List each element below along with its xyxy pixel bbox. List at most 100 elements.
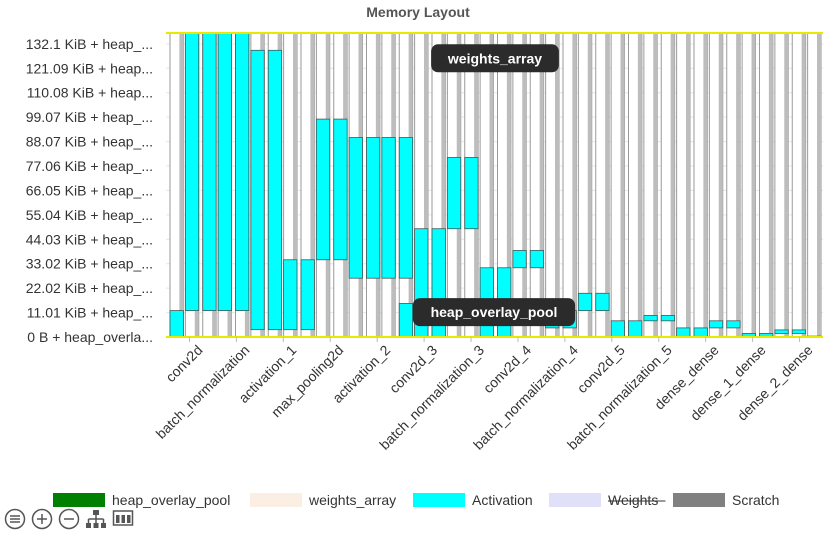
zoom-in-icon[interactable] xyxy=(31,508,53,530)
y-tick-label: 0 B + heap_overla... xyxy=(27,329,153,345)
legend-label: heap_overlay_pool xyxy=(112,492,230,508)
scratch-edge xyxy=(686,33,690,337)
activation-bar xyxy=(267,49,283,331)
activation-bar xyxy=(791,329,807,334)
legend-label: Scratch xyxy=(732,492,779,508)
activation-bar xyxy=(708,320,724,329)
activation-bar xyxy=(693,327,708,338)
legend-item[interactable]: heap_overlay_pool xyxy=(53,492,230,508)
activation-bar xyxy=(726,320,741,329)
layer-group xyxy=(333,32,363,338)
activation-bar xyxy=(283,259,298,331)
data-view-icon[interactable] xyxy=(4,508,26,530)
activation-bar xyxy=(660,315,676,322)
layer-group xyxy=(300,32,331,338)
activation-bar xyxy=(300,259,315,331)
y-tick-label: 44.03 KiB + heap_... xyxy=(26,231,153,247)
y-tick-label: 55.04 KiB + heap_... xyxy=(26,207,153,223)
annotation-label: weights_array xyxy=(431,44,559,73)
activation-bar xyxy=(169,310,184,338)
scratch-edge xyxy=(703,33,708,337)
legend-item[interactable]: Scratch xyxy=(673,492,779,508)
scratch-edge xyxy=(718,33,723,337)
layer-group xyxy=(660,32,691,338)
activation-bar xyxy=(235,32,250,311)
scratch-edge xyxy=(310,33,315,337)
scratch-edge xyxy=(179,33,184,337)
activation-bar xyxy=(676,327,691,338)
activation-bar xyxy=(381,137,396,279)
activation-bar xyxy=(610,320,625,338)
scratch-edge xyxy=(572,33,577,337)
activation-bar xyxy=(250,49,265,331)
scratch-edge xyxy=(653,33,658,337)
scratch-edge xyxy=(522,33,527,337)
legend-swatch xyxy=(250,493,302,507)
scratch-edge xyxy=(784,33,789,337)
legend[interactable]: heap_overlay_pool weights_array Activation… xyxy=(53,492,779,508)
scratch-edge xyxy=(670,33,675,337)
y-tick-label: 11.01 KiB + heap_... xyxy=(27,305,153,321)
annotation-text: heap_overlay_pool xyxy=(431,304,558,320)
scratch-edge xyxy=(620,33,625,337)
scratch-edge xyxy=(424,33,428,337)
activation-bar xyxy=(333,118,348,261)
activation-bar xyxy=(348,137,363,279)
y-tick-label: 33.02 KiB + heap_... xyxy=(26,256,153,272)
legend-label: Weights xyxy=(608,492,658,508)
y-axis-ticks: 0 B + heap_overla... 11.01 KiB + heap_...… xyxy=(26,36,153,345)
layout-icon[interactable] xyxy=(112,508,134,530)
scratch-edge xyxy=(605,33,610,337)
layer-group xyxy=(497,32,527,338)
activation-bar xyxy=(643,315,658,322)
chart-toolbar xyxy=(4,507,134,531)
legend-swatch xyxy=(549,493,601,507)
activation-bar xyxy=(398,137,414,279)
scratch-edge xyxy=(637,33,642,337)
layer-group xyxy=(464,32,494,338)
activation-bar xyxy=(529,250,545,269)
scratch-edge xyxy=(539,33,544,337)
annotation-text: weights_array xyxy=(447,50,542,66)
y-tick-label: 22.02 KiB + heap_... xyxy=(26,280,153,296)
scratch-edge xyxy=(768,33,773,337)
annotation-label: heap_overlay_pool xyxy=(412,298,576,327)
scratch-edge xyxy=(555,33,559,337)
y-tick-label: 88.07 KiB + heap_... xyxy=(26,134,153,150)
legend-item[interactable]: Weights xyxy=(549,492,666,508)
legend-swatch xyxy=(53,493,105,507)
layer-group xyxy=(202,32,232,338)
layer-group xyxy=(235,32,265,338)
scratch-edge xyxy=(801,33,806,337)
legend-label: weights_array xyxy=(308,492,396,508)
annotation-box xyxy=(431,44,559,73)
scratch-edge xyxy=(751,33,756,337)
annotation-box xyxy=(412,298,576,327)
y-tick-label: 66.05 KiB + heap_... xyxy=(26,182,153,198)
tree-icon[interactable] xyxy=(85,508,107,530)
scratch-edge xyxy=(817,33,821,337)
layer-group xyxy=(169,32,200,338)
activation-bar xyxy=(577,292,593,311)
activation-bar xyxy=(464,157,479,230)
layer-group xyxy=(431,32,462,338)
y-tick-label: 121.09 KiB + heap... xyxy=(26,60,153,76)
activation-bar xyxy=(595,292,610,311)
zoom-out-icon[interactable] xyxy=(58,508,80,530)
activation-bar xyxy=(184,32,200,311)
legend-item[interactable]: weights_array xyxy=(250,492,396,508)
activation-bar xyxy=(398,303,414,338)
legend-swatch xyxy=(673,493,725,507)
activation-bar xyxy=(366,137,381,279)
layer-group xyxy=(529,32,560,338)
scratch-edge xyxy=(506,33,511,337)
chart-title: Memory Layout xyxy=(366,4,470,20)
layer-group xyxy=(693,32,724,338)
y-tick-label: 99.07 KiB + heap_... xyxy=(26,109,153,125)
scratch-edge xyxy=(587,33,592,337)
legend-item[interactable]: Activation xyxy=(413,492,533,508)
legend-swatch xyxy=(413,493,465,507)
activation-bar xyxy=(512,250,527,269)
layer-group xyxy=(628,32,658,338)
